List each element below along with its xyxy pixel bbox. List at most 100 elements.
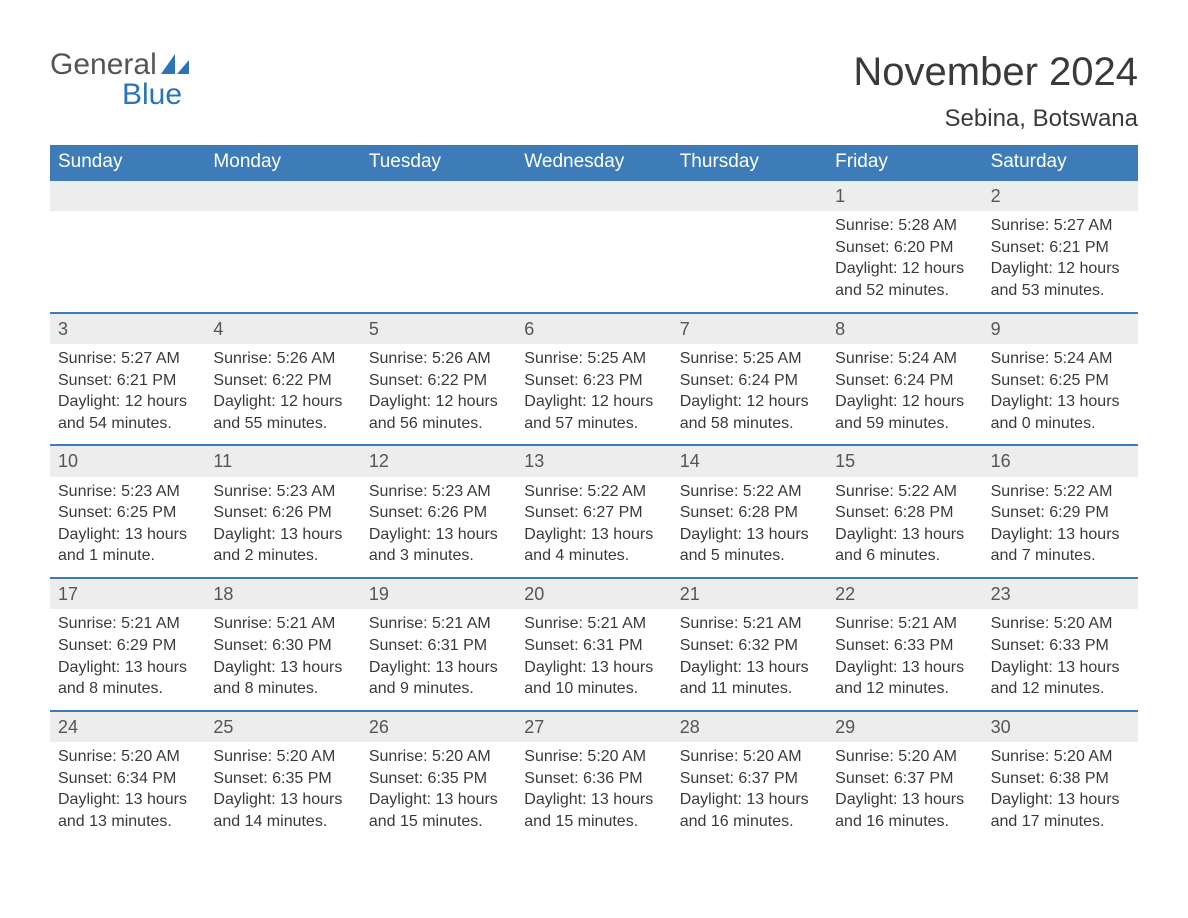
sunrise-text: Sunrise: 5:24 AM [991,348,1130,370]
sunset-text: Sunset: 6:37 PM [680,768,819,790]
day-number: 21 [672,579,827,609]
day-number: . [361,181,516,211]
sunset-text: Sunset: 6:38 PM [991,768,1130,790]
day-body: Sunrise: 5:20 AMSunset: 6:33 PMDaylight:… [983,609,1138,709]
day-cell: 22Sunrise: 5:21 AMSunset: 6:33 PMDayligh… [827,577,982,710]
weekday-header-row: Sunday Monday Tuesday Wednesday Thursday… [50,145,1138,179]
sunrise-text: Sunrise: 5:20 AM [369,746,508,768]
sunset-text: Sunset: 6:22 PM [369,370,508,392]
sunset-text: Sunset: 6:31 PM [369,635,508,657]
day-body: Sunrise: 5:26 AMSunset: 6:22 PMDaylight:… [205,344,360,444]
logo-word1: General [50,50,157,80]
sunset-text: Sunset: 6:30 PM [213,635,352,657]
weekday-header: Friday [827,145,982,179]
daylight2-text: and 9 minutes. [369,678,508,700]
daylight2-text: and 16 minutes. [835,811,974,833]
day-body: Sunrise: 5:27 AMSunset: 6:21 PMDaylight:… [50,344,205,444]
sunrise-text: Sunrise: 5:22 AM [991,481,1130,503]
day-number: 17 [50,579,205,609]
daylight1-text: Daylight: 13 hours [835,657,974,679]
daylight2-text: and 58 minutes. [680,413,819,435]
sunset-text: Sunset: 6:28 PM [835,502,974,524]
day-cell: 27Sunrise: 5:20 AMSunset: 6:36 PMDayligh… [516,710,671,843]
day-cell: 20Sunrise: 5:21 AMSunset: 6:31 PMDayligh… [516,577,671,710]
daylight2-text: and 2 minutes. [213,545,352,567]
day-number: 23 [983,579,1138,609]
day-body: Sunrise: 5:26 AMSunset: 6:22 PMDaylight:… [361,344,516,444]
day-number: 6 [516,314,671,344]
sunset-text: Sunset: 6:24 PM [835,370,974,392]
day-number: 12 [361,446,516,476]
daylight1-text: Daylight: 13 hours [369,524,508,546]
day-body: Sunrise: 5:23 AMSunset: 6:26 PMDaylight:… [361,477,516,577]
day-body: Sunrise: 5:20 AMSunset: 6:37 PMDaylight:… [827,742,982,842]
day-cell: 14Sunrise: 5:22 AMSunset: 6:28 PMDayligh… [672,444,827,577]
day-number: 1 [827,181,982,211]
day-body: Sunrise: 5:22 AMSunset: 6:28 PMDaylight:… [827,477,982,577]
day-body: Sunrise: 5:20 AMSunset: 6:34 PMDaylight:… [50,742,205,842]
day-body: Sunrise: 5:20 AMSunset: 6:35 PMDaylight:… [361,742,516,842]
day-number: 24 [50,712,205,742]
sunset-text: Sunset: 6:35 PM [369,768,508,790]
daylight1-text: Daylight: 13 hours [213,524,352,546]
logo: General Blue [50,50,189,110]
day-cell: 3Sunrise: 5:27 AMSunset: 6:21 PMDaylight… [50,312,205,445]
day-cell: 30Sunrise: 5:20 AMSunset: 6:38 PMDayligh… [983,710,1138,843]
day-body: Sunrise: 5:21 AMSunset: 6:33 PMDaylight:… [827,609,982,709]
sunrise-text: Sunrise: 5:20 AM [213,746,352,768]
daylight1-text: Daylight: 13 hours [991,789,1130,811]
sunset-text: Sunset: 6:25 PM [991,370,1130,392]
day-cell: 2Sunrise: 5:27 AMSunset: 6:21 PMDaylight… [983,179,1138,312]
daylight1-text: Daylight: 13 hours [680,524,819,546]
sunset-text: Sunset: 6:24 PM [680,370,819,392]
day-cell: 17Sunrise: 5:21 AMSunset: 6:29 PMDayligh… [50,577,205,710]
day-body: Sunrise: 5:21 AMSunset: 6:31 PMDaylight:… [516,609,671,709]
page-title: November 2024 [853,50,1138,95]
day-body: Sunrise: 5:23 AMSunset: 6:25 PMDaylight:… [50,477,205,577]
day-number: . [50,181,205,211]
day-cell: 15Sunrise: 5:22 AMSunset: 6:28 PMDayligh… [827,444,982,577]
week-row: 24Sunrise: 5:20 AMSunset: 6:34 PMDayligh… [50,710,1138,843]
day-cell: 10Sunrise: 5:23 AMSunset: 6:25 PMDayligh… [50,444,205,577]
day-cell: 25Sunrise: 5:20 AMSunset: 6:35 PMDayligh… [205,710,360,843]
day-cell: 8Sunrise: 5:24 AMSunset: 6:24 PMDaylight… [827,312,982,445]
daylight1-text: Daylight: 13 hours [524,524,663,546]
daylight2-text: and 15 minutes. [524,811,663,833]
sunset-text: Sunset: 6:33 PM [991,635,1130,657]
daylight2-text: and 15 minutes. [369,811,508,833]
weekday-header: Saturday [983,145,1138,179]
header-row: General Blue November 2024 Sebina, Botsw… [50,50,1138,133]
sunrise-text: Sunrise: 5:23 AM [369,481,508,503]
day-cell: 18Sunrise: 5:21 AMSunset: 6:30 PMDayligh… [205,577,360,710]
daylight1-text: Daylight: 13 hours [369,789,508,811]
weeks-container: .....1Sunrise: 5:28 AMSunset: 6:20 PMDay… [50,179,1138,842]
day-cell: . [672,179,827,312]
day-cell: 28Sunrise: 5:20 AMSunset: 6:37 PMDayligh… [672,710,827,843]
day-cell: 21Sunrise: 5:21 AMSunset: 6:32 PMDayligh… [672,577,827,710]
sunset-text: Sunset: 6:37 PM [835,768,974,790]
sunrise-text: Sunrise: 5:23 AM [213,481,352,503]
sunrise-text: Sunrise: 5:20 AM [835,746,974,768]
daylight1-text: Daylight: 13 hours [58,524,197,546]
day-body: Sunrise: 5:21 AMSunset: 6:32 PMDaylight:… [672,609,827,709]
sunrise-text: Sunrise: 5:20 AM [58,746,197,768]
day-number: 27 [516,712,671,742]
day-number: 2 [983,181,1138,211]
sail-icon [161,50,189,80]
day-cell: 19Sunrise: 5:21 AMSunset: 6:31 PMDayligh… [361,577,516,710]
day-body: Sunrise: 5:24 AMSunset: 6:24 PMDaylight:… [827,344,982,444]
day-body: Sunrise: 5:21 AMSunset: 6:29 PMDaylight:… [50,609,205,709]
daylight2-text: and 12 minutes. [835,678,974,700]
daylight1-text: Daylight: 12 hours [680,391,819,413]
sunset-text: Sunset: 6:35 PM [213,768,352,790]
day-cell: . [361,179,516,312]
sunrise-text: Sunrise: 5:28 AM [835,215,974,237]
day-body: Sunrise: 5:21 AMSunset: 6:30 PMDaylight:… [205,609,360,709]
day-number: 10 [50,446,205,476]
daylight2-text: and 16 minutes. [680,811,819,833]
day-body: Sunrise: 5:20 AMSunset: 6:38 PMDaylight:… [983,742,1138,842]
title-block: November 2024 Sebina, Botswana [853,50,1138,133]
day-number: 15 [827,446,982,476]
sunset-text: Sunset: 6:21 PM [991,237,1130,259]
weekday-header: Sunday [50,145,205,179]
